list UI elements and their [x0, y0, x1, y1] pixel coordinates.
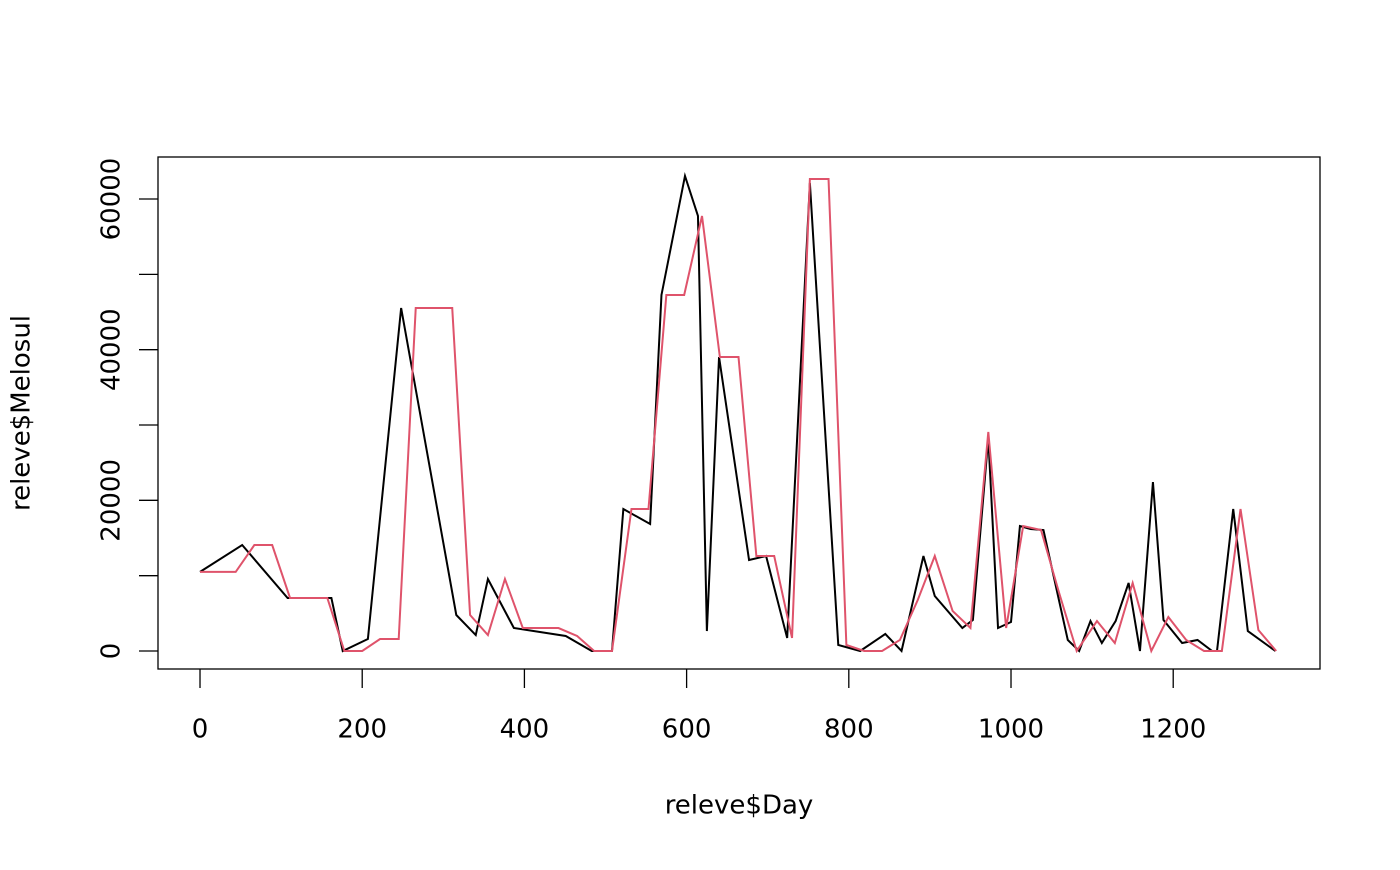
plot-box [157, 156, 1321, 670]
x-tick-label: 1000 [978, 715, 1044, 745]
line-series [199, 172, 1276, 654]
x-tick-label: 200 [337, 715, 387, 745]
y-tick-label: 0 [97, 643, 127, 660]
line-series [200, 177, 1277, 654]
x-axis-label: releve$Day [665, 791, 814, 821]
y-tick-label: 40000 [97, 308, 127, 391]
y-tick-label: 20000 [97, 459, 127, 542]
x-tick-label: 800 [824, 715, 874, 745]
x-tick-label: 600 [662, 715, 712, 745]
x-tick-label: 1200 [1140, 715, 1206, 745]
x-tick-label: 400 [500, 715, 550, 745]
x-tick-label: 0 [192, 715, 209, 745]
y-axis-label: releve$Melosul [7, 315, 37, 511]
y-tick-label: 60000 [97, 158, 127, 241]
